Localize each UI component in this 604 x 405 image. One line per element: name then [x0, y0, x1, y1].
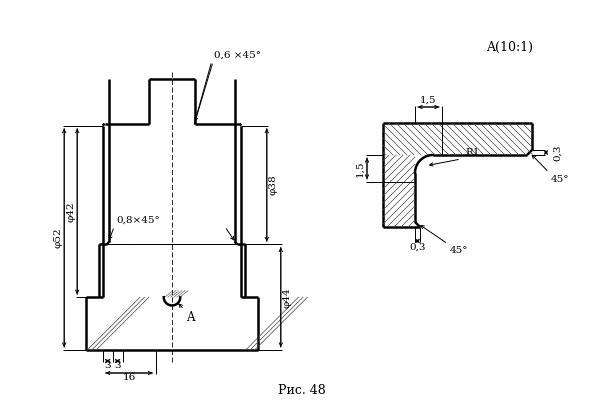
Text: 45°: 45°	[551, 175, 570, 183]
Text: 3: 3	[104, 362, 111, 371]
Text: 3: 3	[114, 362, 121, 371]
Text: 0,3: 0,3	[553, 144, 562, 161]
Text: φ42: φ42	[66, 201, 76, 222]
Text: A(10:1): A(10:1)	[486, 40, 533, 53]
Text: R1: R1	[465, 148, 480, 157]
Text: 1,5: 1,5	[356, 160, 364, 177]
Text: 45°: 45°	[450, 246, 469, 255]
Text: 1,5: 1,5	[420, 96, 437, 104]
Text: Рис. 48: Рис. 48	[278, 384, 326, 397]
Text: φ44: φ44	[282, 287, 291, 307]
Text: φ38: φ38	[268, 175, 277, 195]
Text: 0,8×45°: 0,8×45°	[117, 215, 160, 224]
Text: 16: 16	[123, 373, 136, 382]
Text: A: A	[186, 311, 194, 324]
Text: φ52: φ52	[54, 228, 63, 248]
Text: 0,6 ×45°: 0,6 ×45°	[214, 50, 261, 60]
Text: 0,3: 0,3	[410, 243, 426, 252]
